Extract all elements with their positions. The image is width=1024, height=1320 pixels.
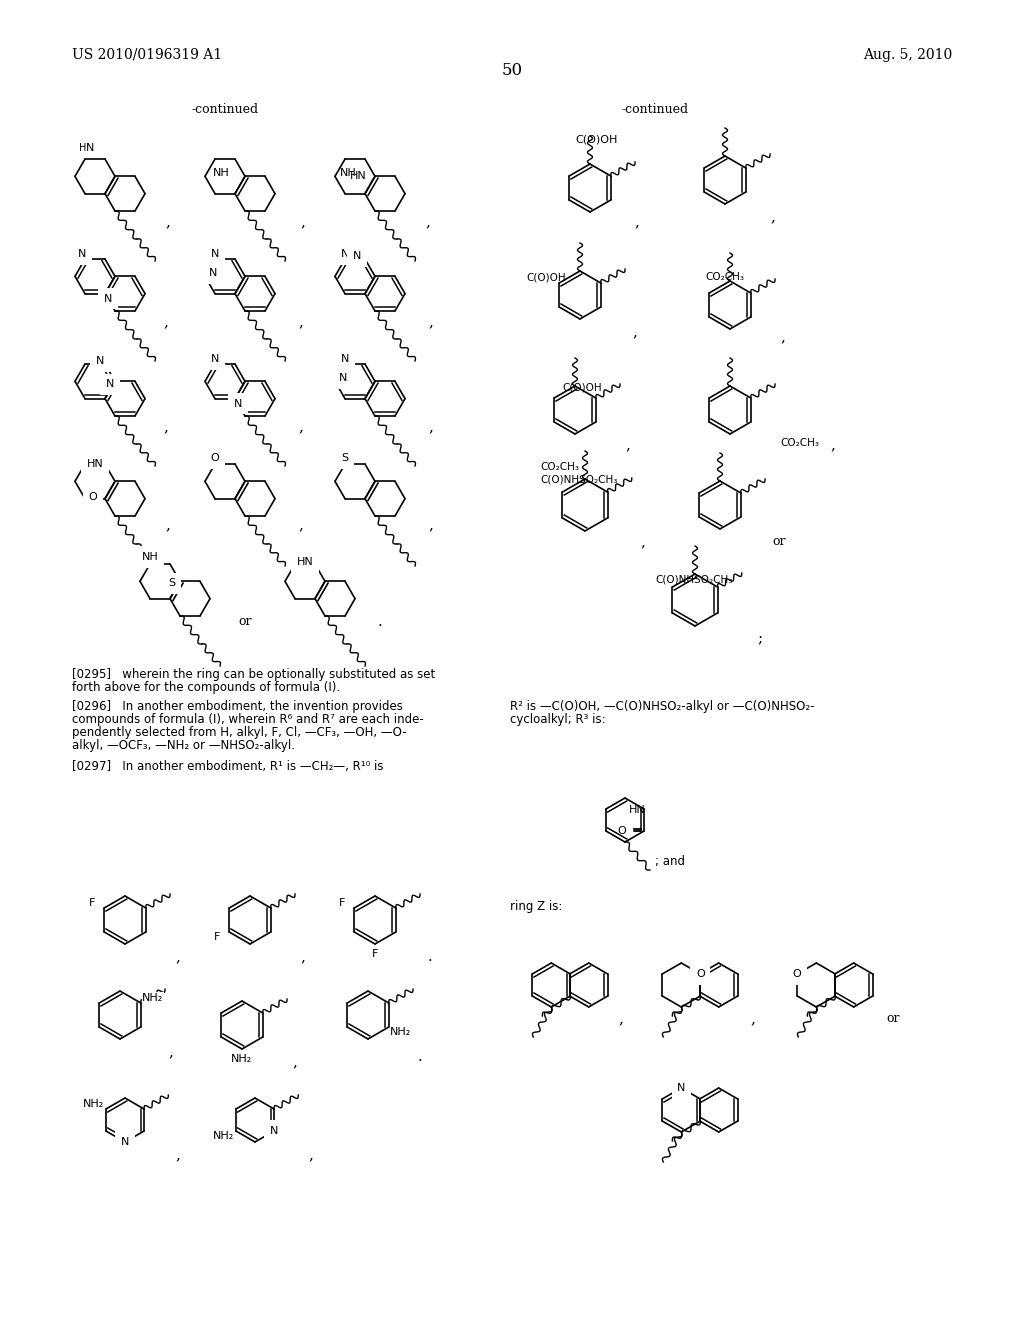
Text: .: .: [428, 950, 433, 964]
Text: S: S: [341, 453, 348, 463]
Text: NH: NH: [213, 169, 229, 178]
Text: O: O: [211, 453, 219, 463]
Text: ,: ,: [428, 420, 433, 434]
Text: ring Z is:: ring Z is:: [510, 900, 562, 913]
Text: ,: ,: [618, 1012, 623, 1026]
Text: N: N: [270, 1126, 279, 1137]
Text: -continued: -continued: [622, 103, 688, 116]
Text: ,: ,: [428, 517, 433, 532]
Text: O: O: [89, 491, 97, 502]
Text: F: F: [214, 932, 220, 942]
Text: ,: ,: [830, 438, 835, 451]
Text: NH: NH: [141, 552, 159, 562]
Text: NH₂: NH₂: [83, 1100, 104, 1109]
Text: ; and: ; and: [655, 855, 685, 869]
Text: HN: HN: [87, 459, 103, 469]
Text: CO₂CH₃: CO₂CH₃: [705, 272, 744, 282]
Text: N: N: [86, 143, 94, 153]
Text: ,: ,: [163, 315, 168, 329]
Text: -continued: -continued: [191, 103, 259, 116]
Text: F: F: [372, 949, 378, 960]
Text: O: O: [617, 826, 627, 836]
Text: N: N: [341, 249, 349, 259]
Text: NH₂: NH₂: [390, 1027, 412, 1038]
Text: ,: ,: [298, 315, 303, 329]
Text: ,: ,: [300, 950, 305, 964]
Text: N: N: [78, 249, 86, 259]
Text: pendently selected from H, alkyl, F, Cl, —CF₃, —OH, —O-: pendently selected from H, alkyl, F, Cl,…: [72, 726, 407, 739]
Text: ,: ,: [300, 215, 305, 228]
Text: 50: 50: [502, 62, 522, 79]
Text: [0296]   In another embodiment, the invention provides: [0296] In another embodiment, the invent…: [72, 700, 402, 713]
Text: ,: ,: [780, 330, 784, 345]
Text: NH: NH: [340, 169, 356, 178]
Text: ,: ,: [292, 1055, 297, 1069]
Text: ,: ,: [175, 1148, 180, 1162]
Text: S: S: [292, 552, 299, 562]
Text: HN: HN: [350, 172, 367, 181]
Text: NH₂: NH₂: [213, 1131, 234, 1140]
Text: ;: ;: [757, 632, 762, 645]
Text: S: S: [168, 578, 175, 589]
Text: ,: ,: [632, 325, 637, 339]
Text: O: O: [696, 969, 705, 979]
Text: .: .: [378, 615, 383, 630]
Text: or: or: [238, 615, 252, 628]
Text: N: N: [121, 1137, 129, 1147]
Text: ,: ,: [298, 517, 303, 532]
Text: [0297]   In another embodiment, R¹ is —CH₂—, R¹⁰ is: [0297] In another embodiment, R¹ is —CH₂…: [72, 760, 384, 774]
Text: CO₂CH₃: CO₂CH₃: [780, 438, 819, 447]
Text: N: N: [211, 249, 219, 259]
Text: C(O)OH: C(O)OH: [575, 135, 617, 145]
Text: N: N: [209, 268, 217, 279]
Text: [0295]   wherein the ring can be optionally substituted as set: [0295] wherein the ring can be optionall…: [72, 668, 435, 681]
Text: US 2010/0196319 A1: US 2010/0196319 A1: [72, 48, 222, 62]
Text: R² is —C(O)OH, —C(O)NHSO₂-alkyl or —C(O)NHSO₂-: R² is —C(O)OH, —C(O)NHSO₂-alkyl or —C(O)…: [510, 700, 814, 713]
Text: N: N: [339, 374, 347, 383]
Text: C(O)OH: C(O)OH: [526, 273, 566, 282]
Text: ,: ,: [625, 438, 630, 451]
Text: N: N: [105, 379, 115, 389]
Text: N: N: [341, 354, 349, 364]
Text: F: F: [89, 898, 95, 908]
Text: ,: ,: [163, 420, 168, 434]
Text: C(O)NHSO₂CH₃: C(O)NHSO₂CH₃: [540, 475, 617, 484]
Text: ,: ,: [770, 210, 775, 224]
Text: ,: ,: [168, 1045, 173, 1059]
Text: ,: ,: [298, 420, 303, 434]
Text: compounds of formula (I), wherein R⁶ and R⁷ are each inde-: compounds of formula (I), wherein R⁶ and…: [72, 713, 424, 726]
Text: ,: ,: [175, 950, 180, 964]
Text: O: O: [793, 969, 802, 979]
Text: ,: ,: [165, 215, 170, 228]
Text: forth above for the compounds of formula (I).: forth above for the compounds of formula…: [72, 681, 340, 694]
Text: HN: HN: [297, 557, 313, 568]
Text: ,: ,: [425, 215, 430, 228]
Text: NH₂: NH₂: [142, 993, 164, 1003]
Text: or: or: [772, 535, 785, 548]
Text: ,: ,: [750, 1012, 755, 1026]
Text: ,: ,: [308, 1148, 313, 1162]
Text: ,: ,: [428, 315, 433, 329]
Text: N: N: [103, 293, 113, 304]
Text: or: or: [886, 1012, 899, 1026]
Text: ,: ,: [634, 215, 639, 228]
Text: N: N: [353, 251, 361, 261]
Text: ,: ,: [165, 517, 170, 532]
Text: N: N: [677, 1082, 685, 1093]
Text: N: N: [233, 399, 243, 409]
Text: Aug. 5, 2010: Aug. 5, 2010: [863, 48, 952, 62]
Text: .: .: [418, 1049, 423, 1064]
Text: C(O)OH: C(O)OH: [562, 381, 602, 392]
Text: F: F: [339, 898, 345, 908]
Text: N: N: [211, 354, 219, 364]
Text: N: N: [96, 356, 104, 366]
Text: cycloalkyl; R³ is:: cycloalkyl; R³ is:: [510, 713, 605, 726]
Text: NH₂: NH₂: [231, 1053, 253, 1064]
Text: H: H: [79, 143, 87, 153]
Text: C(O)NHSO₂CH₃: C(O)NHSO₂CH₃: [655, 576, 732, 585]
Text: alkyl, —OCF₃, —NH₂ or —NHSO₂-alkyl.: alkyl, —OCF₃, —NH₂ or —NHSO₂-alkyl.: [72, 739, 295, 752]
Text: CO₂CH₃: CO₂CH₃: [540, 462, 579, 473]
Text: HN: HN: [629, 805, 646, 814]
Text: ,: ,: [640, 535, 645, 549]
